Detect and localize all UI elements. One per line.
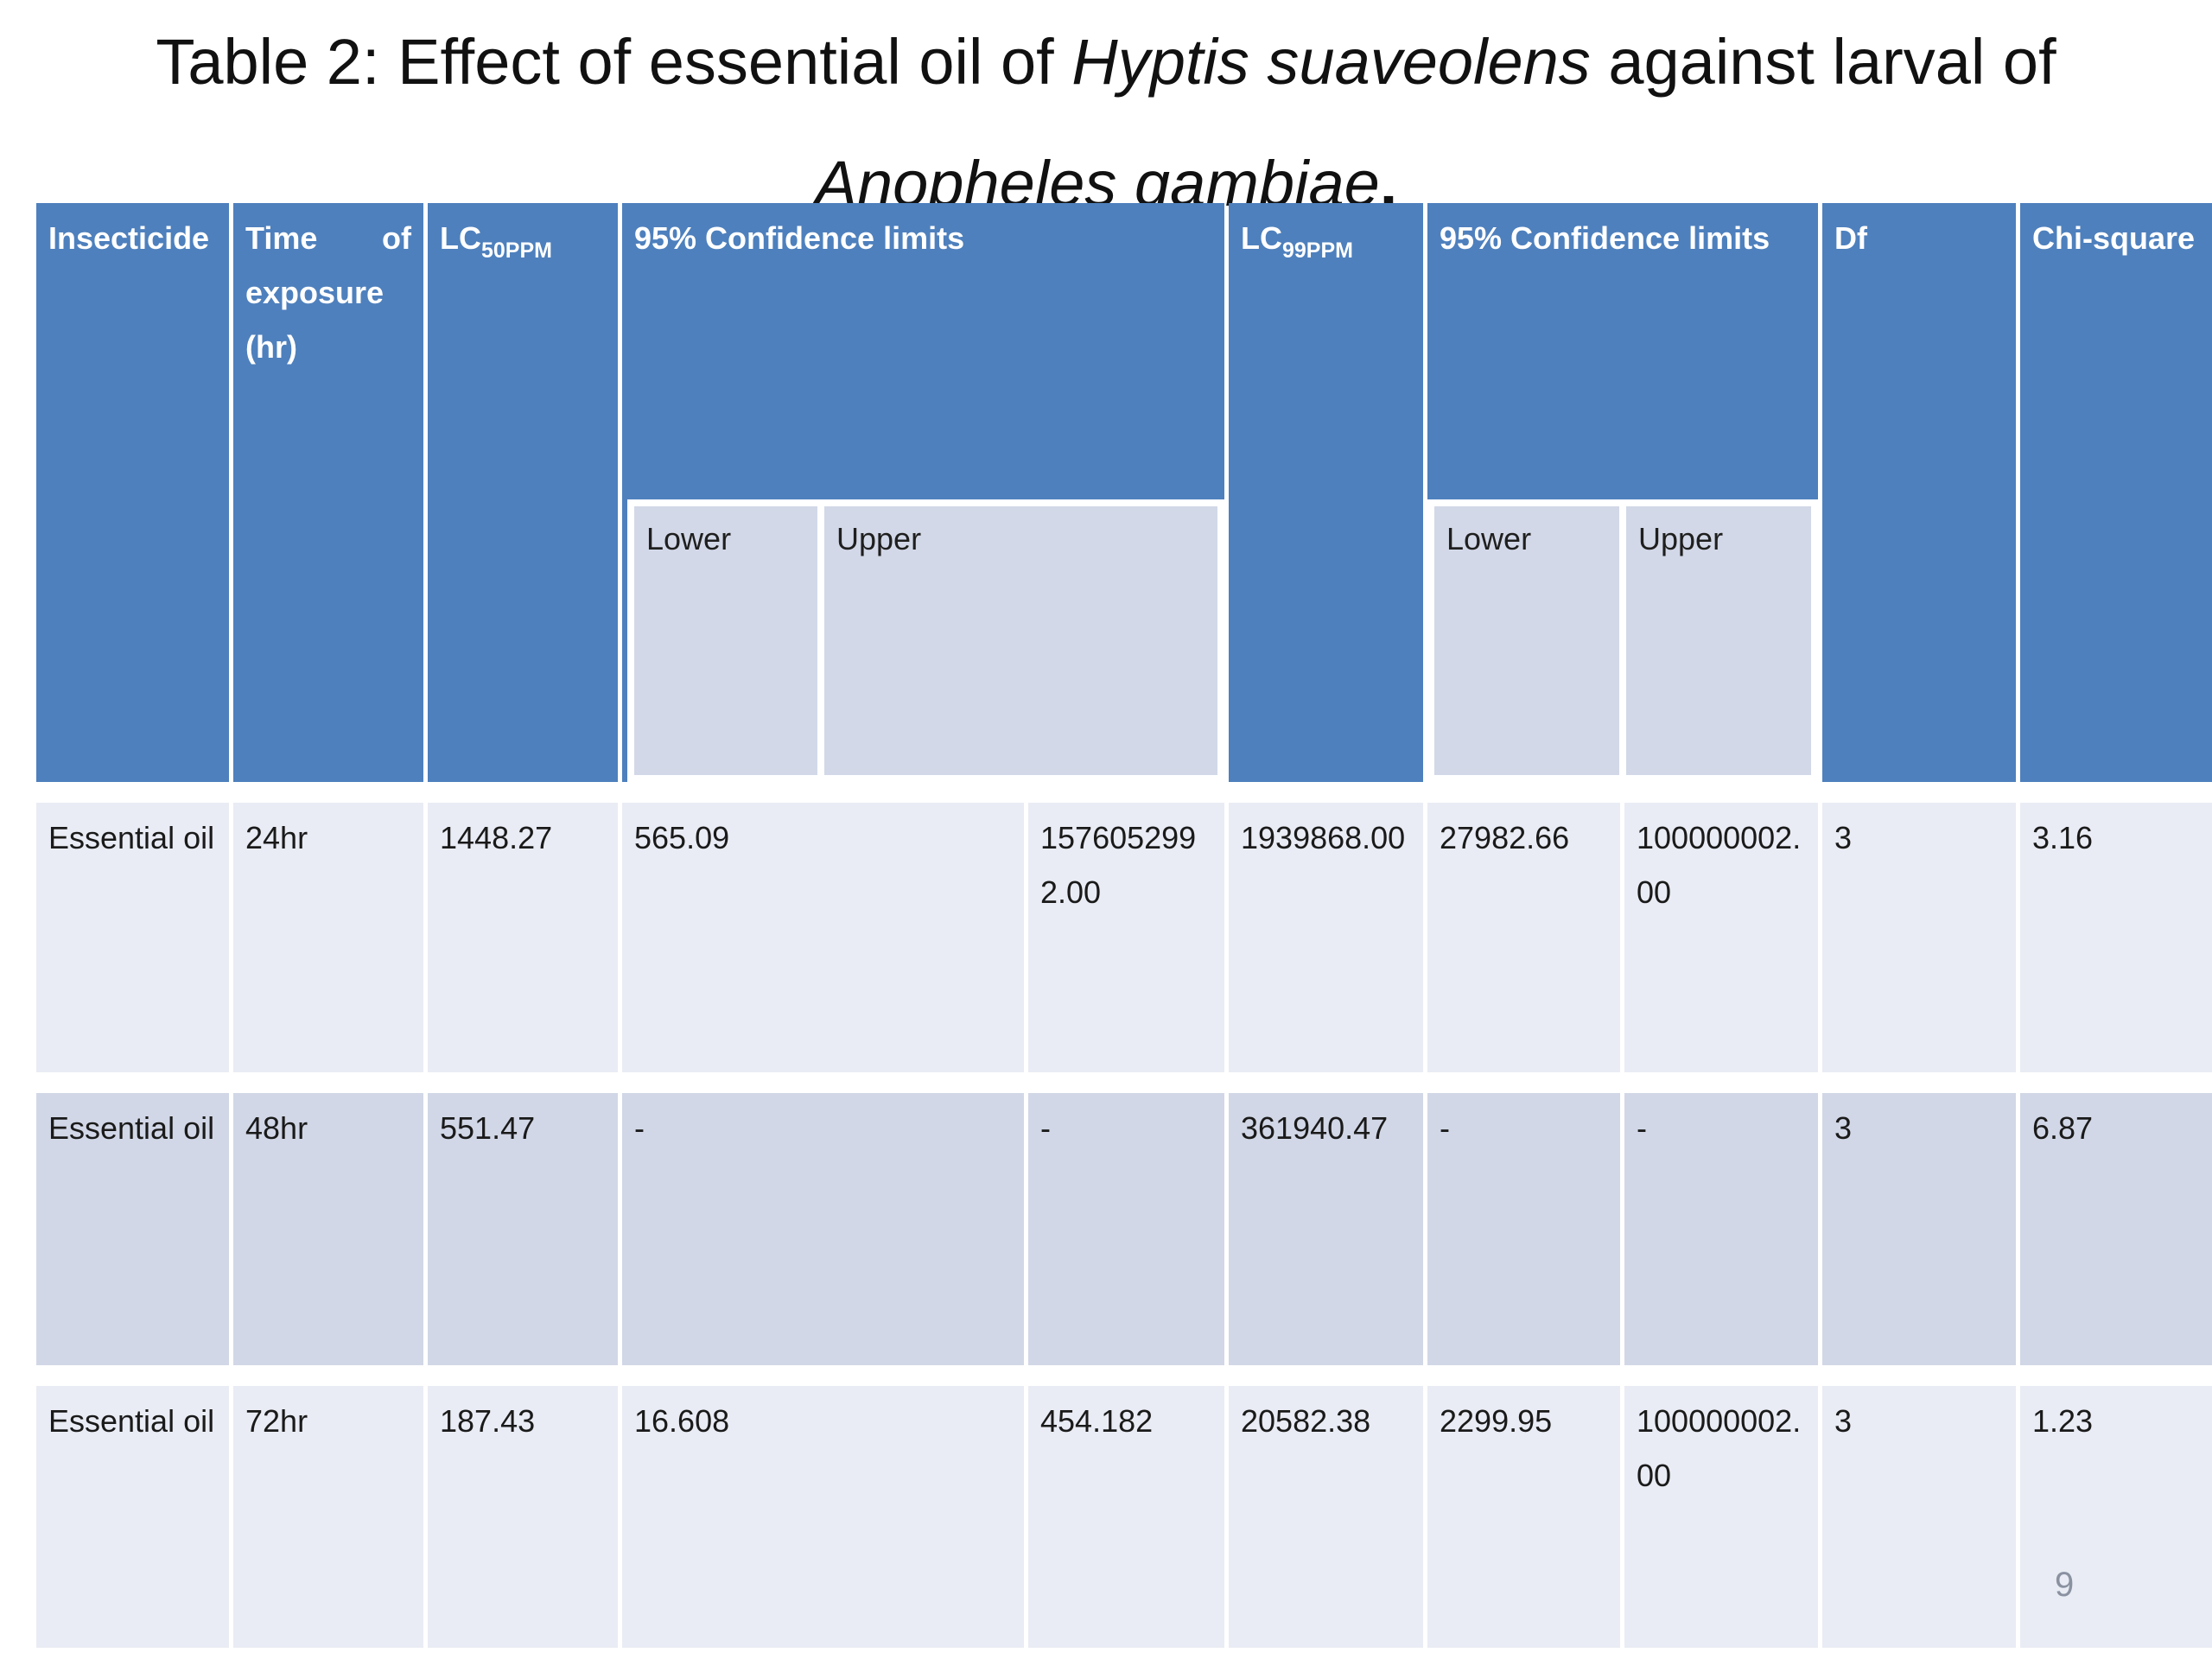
row3-lc99: 20582.38	[1229, 1386, 1423, 1648]
row2-df: 3	[1822, 1093, 2016, 1365]
header-time-word2: of	[382, 220, 411, 256]
header-lc50-subscript: 50PPM	[481, 238, 552, 263]
header-ci1-subtable: Lower Upper	[627, 499, 1224, 782]
header-ci2: 95% Confidence limits Lower Upper	[1427, 203, 1818, 782]
row2-insecticide: Essential oil	[36, 1093, 229, 1365]
row3-insecticide: Essential oil	[36, 1386, 229, 1648]
row1-ci2-lower: 27982.66	[1427, 803, 1620, 1072]
row1-time: 24hr	[233, 803, 423, 1072]
row2-ci2-upper: -	[1624, 1093, 1818, 1365]
row2-ci1-upper: -	[1028, 1093, 1224, 1365]
header-time-line1: Time of	[245, 211, 411, 265]
title-period: .	[1379, 147, 1398, 219]
row1-lc99: 1939868.00	[1229, 803, 1423, 1072]
row3-lc50: 187.43	[428, 1386, 618, 1648]
row1-ci1-lower: 565.09	[622, 803, 1024, 1072]
header-ci2-label: 95% Confidence limits	[1440, 220, 1770, 256]
header-ci1-upper: Upper	[824, 506, 1217, 775]
results-table: Insecticide Time of exposure (hr) LC50PPM…	[36, 203, 2212, 1648]
header-time-line2: exposure	[245, 275, 385, 310]
header-time-word1: Time	[245, 220, 318, 256]
row2-lc99: 361940.47	[1229, 1093, 1423, 1365]
header-time-of-exposure: Time of exposure (hr)	[233, 203, 423, 782]
header-ci1-lower: Lower	[634, 506, 817, 775]
header-df: Df	[1822, 203, 2016, 782]
row2-time: 48hr	[233, 1093, 423, 1365]
header-ci1: 95% Confidence limits Lower Upper	[622, 203, 1224, 782]
row2-ci1-lower: -	[622, 1093, 1024, 1365]
row3-chi-square: 1.23	[2020, 1386, 2212, 1648]
row1-ci1-upper: 1576052992.00	[1028, 803, 1224, 1072]
row3-time: 72hr	[233, 1386, 423, 1648]
row3-ci2-lower: 2299.95	[1427, 1386, 1620, 1648]
header-lc50: LC50PPM	[428, 203, 618, 782]
row3-ci1-lower: 16.608	[622, 1386, 1024, 1648]
header-lc50-base: LC	[440, 220, 481, 256]
row2-ci2-lower: -	[1427, 1093, 1620, 1365]
header-lc99-subscript: 99PPM	[1282, 238, 1353, 263]
header-ci2-subtable: Lower Upper	[1427, 499, 1818, 782]
title-line-1: Table 2: Effect of essential oil of Hypt…	[0, 2, 2212, 124]
header-ci2-lower: Lower	[1434, 506, 1619, 775]
row3-ci1-upper: 454.182	[1028, 1386, 1224, 1648]
header-lc99: LC99PPM	[1229, 203, 1423, 782]
header-ci1-label: 95% Confidence limits	[634, 220, 965, 256]
row1-chi-square: 3.16	[2020, 803, 2212, 1072]
row3-ci2-upper: 100000002.00	[1624, 1386, 1818, 1648]
row3-df: 3	[1822, 1386, 2016, 1648]
header-lc99-base: LC	[1241, 220, 1282, 256]
row1-df: 3	[1822, 803, 2016, 1072]
title-text-suffix: against larval of	[1590, 26, 2056, 98]
header-chi-square: Chi-square	[2020, 203, 2212, 782]
title-species-italic: Hyptis suaveolens	[1071, 26, 1591, 98]
header-ci2-upper: Upper	[1626, 506, 1811, 775]
row1-lc50: 1448.27	[428, 803, 618, 1072]
row1-insecticide: Essential oil	[36, 803, 229, 1072]
title-text-prefix: Table 2: Effect of essential oil of	[156, 26, 1072, 98]
row2-lc50: 551.47	[428, 1093, 618, 1365]
row2-chi-square: 6.87	[2020, 1093, 2212, 1365]
header-time-line3: (hr)	[245, 329, 297, 365]
header-insecticide: Insecticide	[36, 203, 229, 782]
row1-ci2-upper: 100000002.00	[1624, 803, 1818, 1072]
page-number: 9	[2055, 1566, 2075, 1604]
